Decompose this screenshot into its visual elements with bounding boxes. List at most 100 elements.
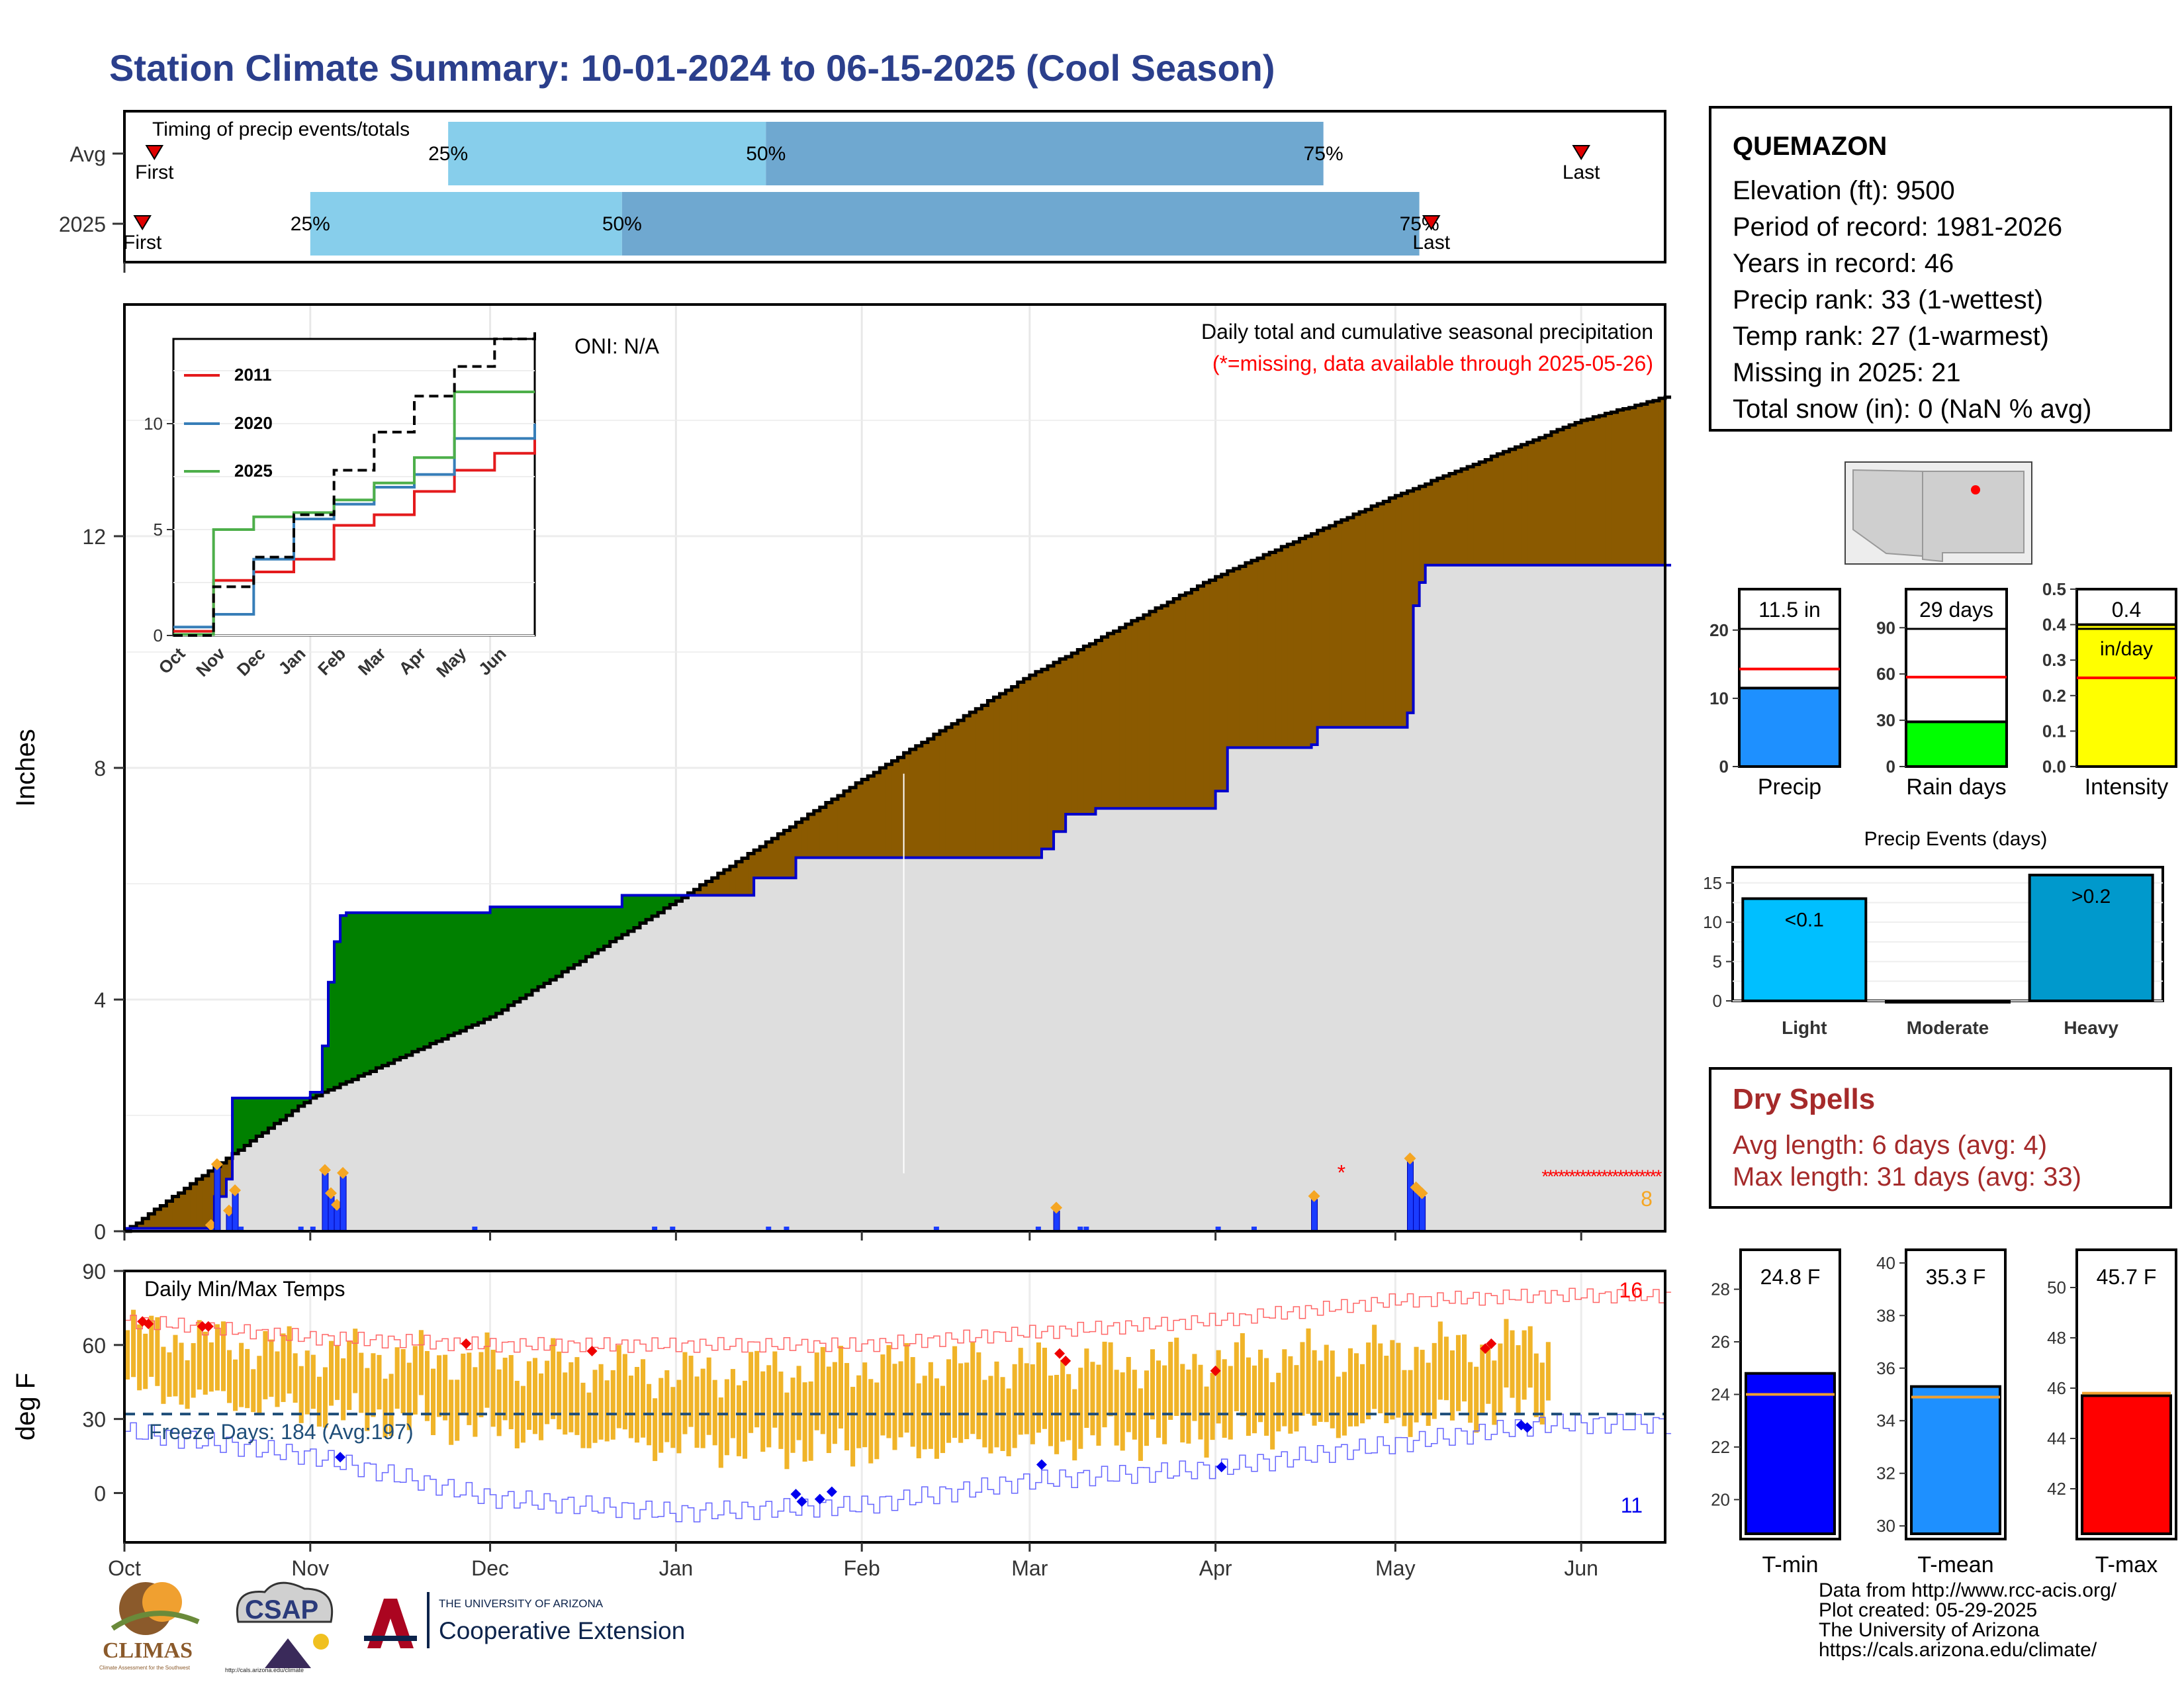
precip-above-fill — [556, 907, 563, 976]
precip-base-fill — [1581, 565, 1588, 1231]
precip-base-fill — [976, 857, 982, 1231]
precip-base-fill — [819, 857, 827, 1231]
temp-day-bar — [383, 1378, 388, 1438]
events-ytick-label: 0 — [1713, 991, 1722, 1011]
precip-base-fill — [1263, 747, 1270, 1231]
precip-base-fill — [1653, 565, 1660, 1231]
tbar-ytick-label: 44 — [2047, 1429, 2066, 1448]
precip-above-fill — [424, 912, 431, 1047]
precip-below-fill — [1629, 407, 1636, 565]
precip-base-fill — [280, 1120, 287, 1231]
precip-base-fill — [1215, 791, 1222, 1231]
temp-record-low-marker — [1216, 1462, 1227, 1473]
precip-below-fill — [958, 720, 964, 858]
temp-day-bar — [604, 1380, 610, 1442]
precip-base-fill — [1407, 712, 1414, 1231]
temp-day-bar — [1396, 1342, 1401, 1418]
precip-below-fill — [1587, 419, 1594, 565]
precip-ylabel: Inches — [11, 729, 40, 807]
precip-missing-marker: * — [1612, 1166, 1619, 1187]
precip-base-fill — [406, 1055, 413, 1231]
precip-2025-line — [124, 563, 1672, 1230]
precip-base-fill — [1497, 565, 1504, 1231]
precip-base-fill — [1066, 814, 1072, 1231]
temp-record-high-marker — [1060, 1355, 1071, 1366]
precip-missing-marker: * — [1628, 1166, 1635, 1187]
temp-day-bar — [634, 1366, 640, 1443]
precip-daily-bar — [226, 1213, 233, 1232]
events-bar-moderate — [1885, 1000, 2011, 1004]
temp-day-bar — [946, 1359, 952, 1443]
temp-day-bar — [1378, 1343, 1383, 1414]
page-title: Station Climate Summary: 10-01-2024 to 0… — [109, 47, 1275, 89]
mini-category-label: Rain days — [1906, 774, 2006, 800]
temp-day-bar — [622, 1354, 627, 1430]
precip-below-fill — [976, 708, 982, 858]
events-category-label: Heavy — [2064, 1017, 2118, 1038]
tbar-ytick-label: 40 — [1876, 1253, 1895, 1273]
precip-base-fill — [825, 857, 833, 1231]
temp-day-bar — [1498, 1343, 1503, 1415]
temp-day-bar — [1186, 1369, 1191, 1444]
precip-base-fill — [1419, 583, 1426, 1231]
precip-trace-bar — [298, 1227, 304, 1231]
tbar-ytick-label: 42 — [2047, 1479, 2066, 1499]
precip-below-fill — [142, 1218, 149, 1229]
precip-base-fill — [520, 998, 527, 1231]
precip-missing-marker: * — [1579, 1166, 1586, 1187]
precip-above-fill — [478, 912, 485, 1023]
info-elevation: Elevation (ft): 9500 — [1733, 176, 1955, 205]
precip-base-fill — [1635, 565, 1642, 1231]
precip-above-fill — [646, 895, 653, 920]
precip-base-fill — [328, 1090, 335, 1231]
precip-above-fill — [268, 1098, 275, 1129]
temp-day-bar — [814, 1352, 819, 1430]
inset-legend-label: 2011 — [234, 365, 271, 385]
precip-base-fill — [1245, 747, 1252, 1231]
precip-base-fill — [1533, 565, 1540, 1231]
precip-base-fill — [891, 857, 899, 1231]
precip-below-fill — [1503, 451, 1510, 565]
temp-day-bar — [437, 1355, 442, 1417]
precip-above-fill — [550, 907, 557, 980]
precip-base-fill — [1233, 747, 1240, 1231]
precip-trace-bar — [1077, 1227, 1083, 1231]
precip-base-fill — [1227, 747, 1234, 1231]
precip-base-fill — [1107, 808, 1115, 1231]
precip-base-fill — [970, 857, 976, 1231]
precip-below-fill — [1185, 592, 1192, 809]
precip-base-fill — [490, 1017, 497, 1231]
precip-below-fill — [1281, 546, 1288, 748]
temp-day-bar — [730, 1369, 735, 1438]
temp-day-bar — [760, 1371, 766, 1452]
precip-below-fill — [1023, 679, 1030, 858]
precip-base-fill — [880, 857, 887, 1231]
precip-base-fill — [178, 1228, 185, 1231]
precip-above-fill — [352, 912, 359, 1080]
precip-base-fill — [1425, 565, 1432, 1231]
precip-above-fill — [484, 912, 491, 1019]
temp-day-bar — [1522, 1330, 1527, 1400]
precip-below-fill — [1263, 555, 1270, 748]
precip-missing-marker: * — [1633, 1166, 1641, 1187]
inset-frame — [172, 338, 536, 637]
tbar-ytick-label: 24 — [1711, 1385, 1730, 1405]
tbar-t-min — [1745, 1372, 1836, 1536]
precip-base-fill — [202, 1228, 209, 1231]
precip-base-fill — [748, 895, 754, 1231]
precip-above-fill — [250, 1098, 257, 1141]
precip-daily-bar — [334, 1207, 341, 1232]
temp-day-bar — [149, 1315, 154, 1377]
precip-missing-marker: * — [1644, 1166, 1651, 1187]
precip-base-fill — [837, 857, 844, 1231]
mini-unit-label: in/day — [2100, 638, 2153, 660]
precip-ytick-label: 0 — [94, 1220, 106, 1244]
precip-snow-marker — [318, 1164, 331, 1176]
timing-marker-label: Last — [1412, 232, 1450, 254]
precip-below-fill — [903, 753, 911, 858]
precip-below-fill — [1377, 504, 1384, 727]
temp-day-bar — [1258, 1349, 1263, 1423]
precip-above-fill — [442, 912, 449, 1039]
temp-day-bar — [1060, 1360, 1066, 1442]
precip-below-fill — [1509, 449, 1516, 565]
